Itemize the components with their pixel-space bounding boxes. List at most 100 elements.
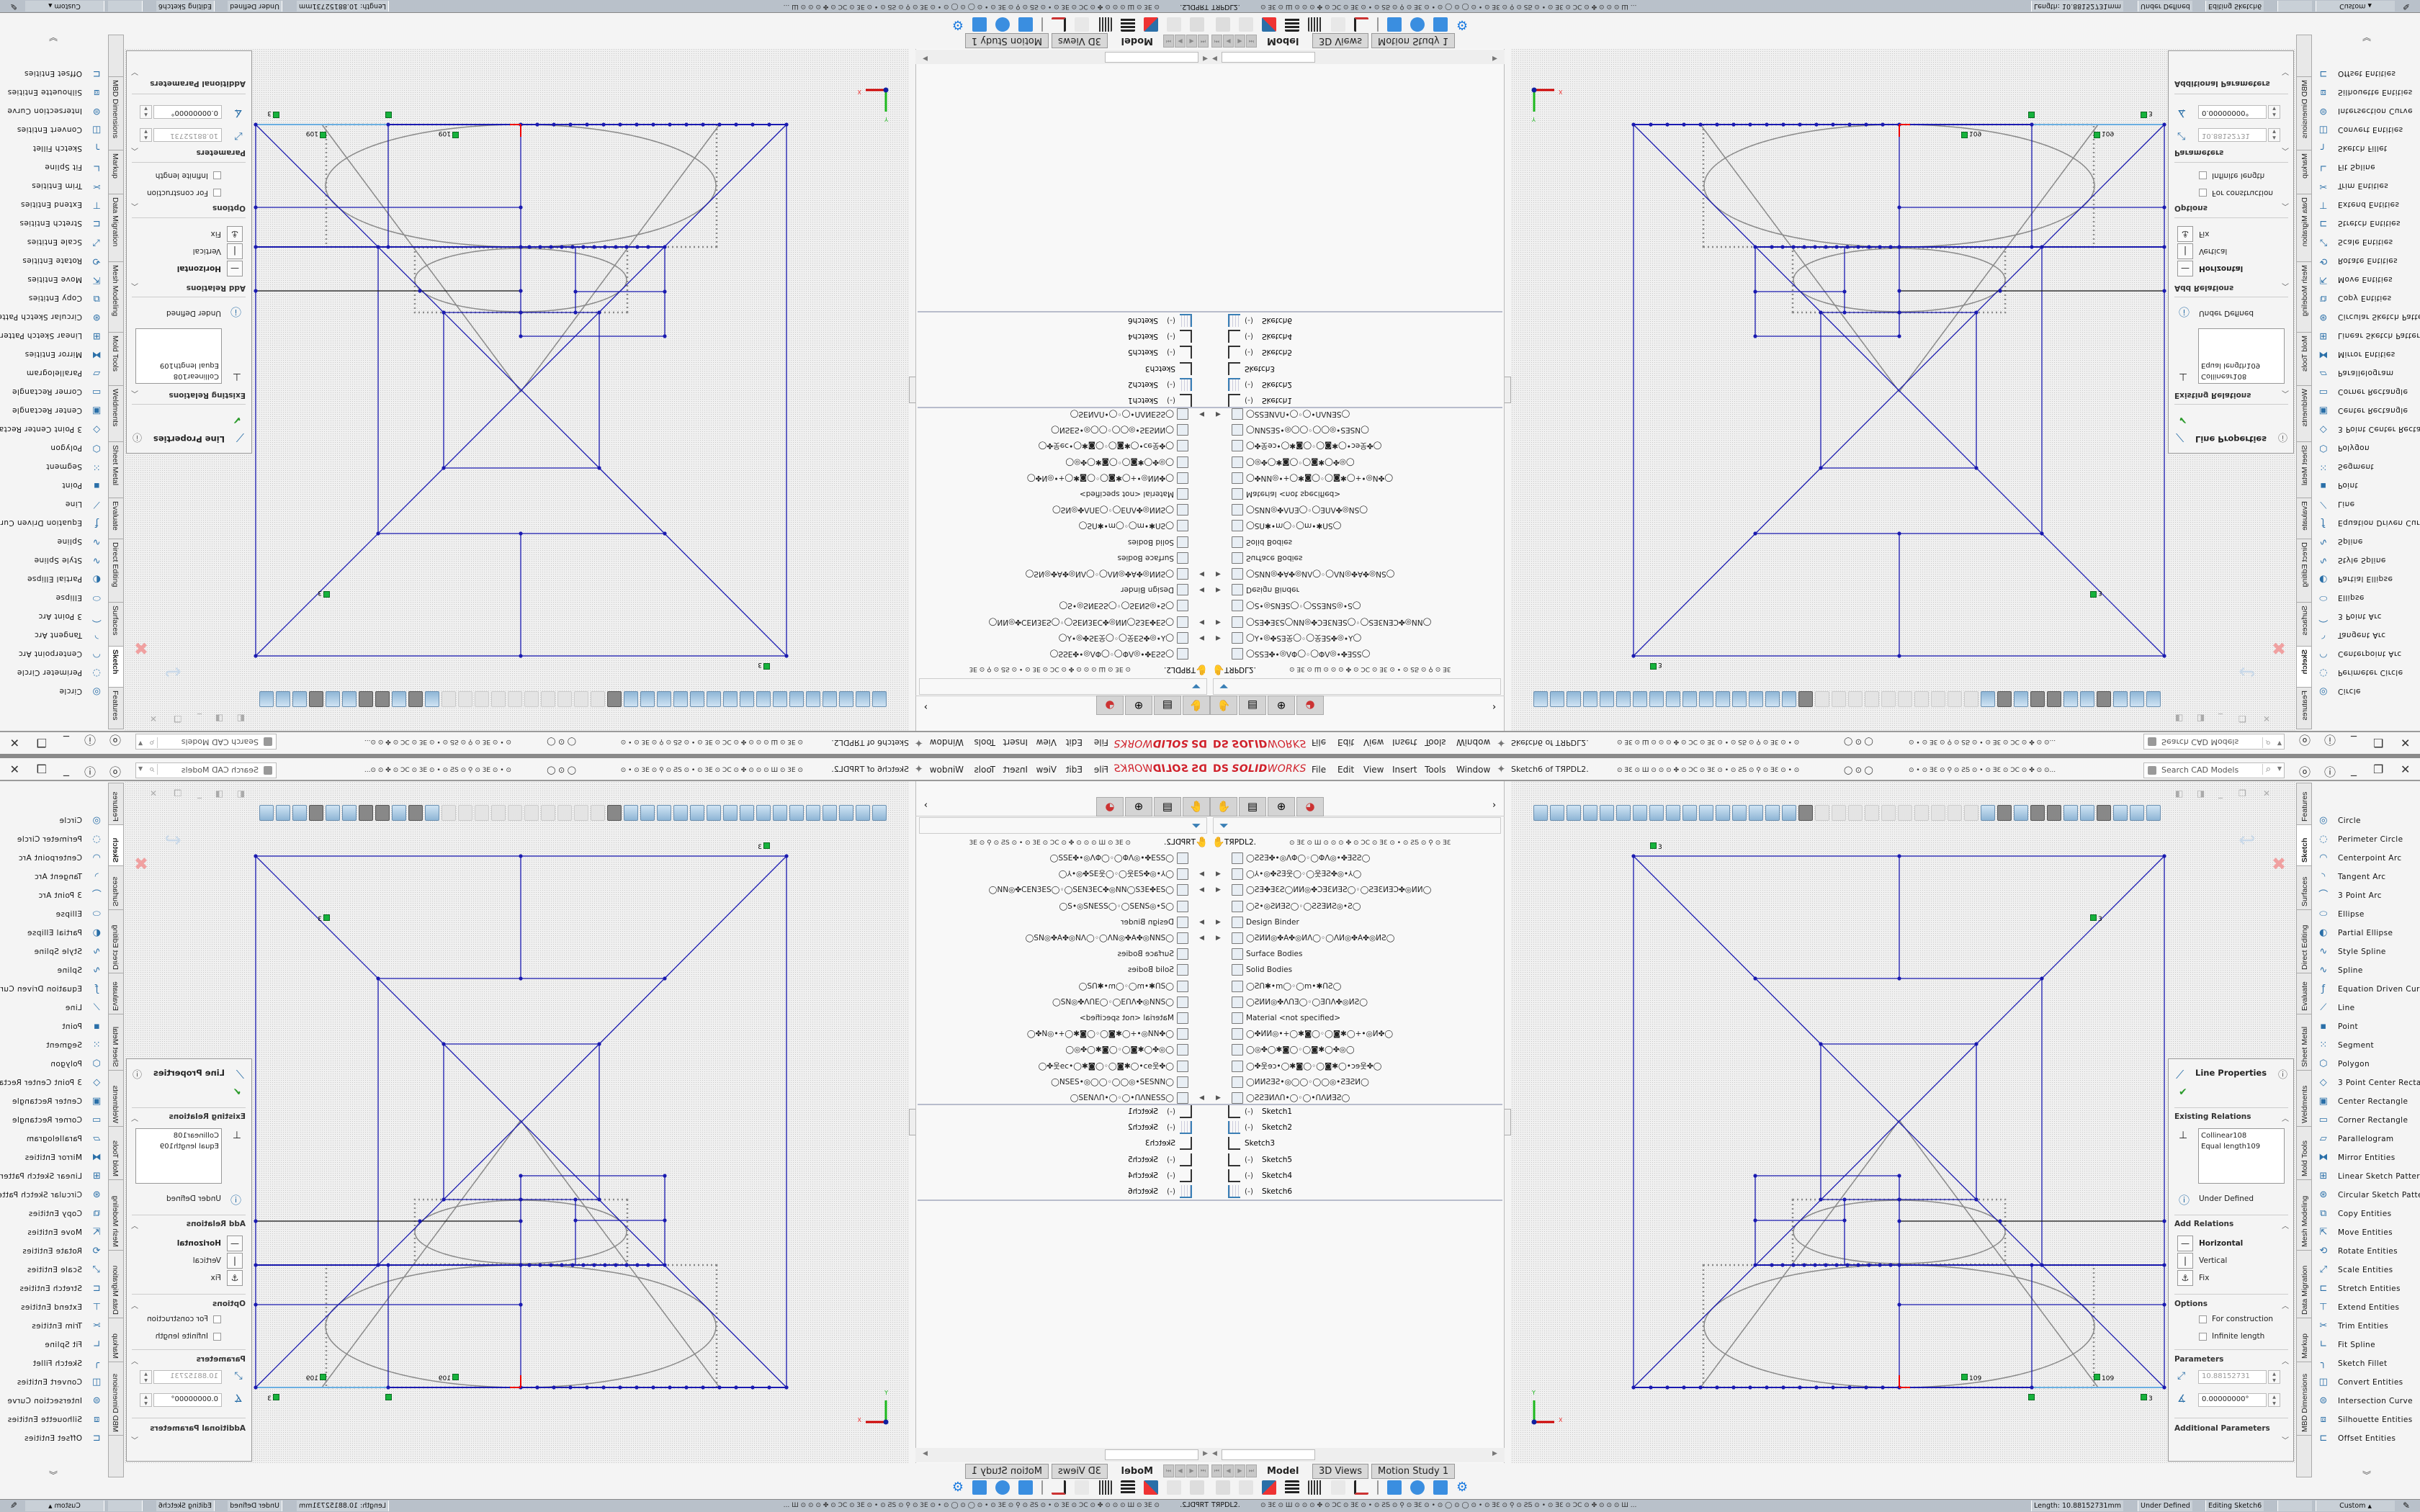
tab-mesh-modeling[interactable]: Mesh Modeling: [2297, 1180, 2311, 1251]
tab-features[interactable]: Features: [109, 687, 123, 729]
apply-scene-icon[interactable]: [2113, 691, 2128, 707]
search-cad-models-input[interactable]: Search CAD Models ⌕ ▼: [2143, 734, 2285, 750]
folder-check-icon[interactable]: [972, 17, 987, 32]
relation-item[interactable]: Equal length109: [159, 1143, 219, 1151]
length-spinner[interactable]: ▲ ▼: [2268, 128, 2280, 142]
spline-icon[interactable]: [1914, 805, 1929, 821]
arc-icon[interactable]: [1898, 805, 1912, 821]
ok-check-icon[interactable]: ✔: [2179, 414, 2187, 426]
filter-bar[interactable]: ⏷: [919, 678, 1207, 695]
tree-scrollbar[interactable]: ◀ ▶: [915, 1448, 1210, 1462]
convert-icon[interactable]: [458, 805, 472, 821]
horizontal-label[interactable]: Horizontal: [2199, 1239, 2244, 1248]
expand-arrow-icon[interactable]: ▶: [1199, 935, 1204, 942]
existing-relations-list[interactable]: Collinear108 Equal length109: [2198, 1128, 2285, 1184]
configuration-manager-tab[interactable]: ⊕: [1125, 696, 1152, 715]
color-display-mode-icon[interactable]: [1354, 17, 1368, 32]
viewport-close-icon[interactable]: ✕: [149, 714, 157, 724]
tab-evaluate[interactable]: Evaluate: [2297, 498, 2311, 539]
sketch-shaded-icon[interactable]: [1798, 691, 1813, 707]
expand-arrow-icon[interactable]: ▶: [1199, 886, 1204, 894]
expand-arrow-icon[interactable]: ▶: [1199, 410, 1204, 418]
line-icon[interactable]: [524, 691, 539, 707]
relation-badge-icon[interactable]: [2090, 914, 2097, 921]
view-origins-icon[interactable]: [2080, 805, 2094, 821]
horizontal-relation-button[interactable]: —: [227, 261, 243, 276]
view-origins-icon[interactable]: [326, 805, 340, 821]
plane-view-icon[interactable]: [591, 805, 605, 821]
mirror-icon[interactable]: [1981, 805, 1995, 821]
tab-weldments[interactable]: Weldments: [2297, 1071, 2311, 1127]
right-view-icon[interactable]: [823, 805, 837, 821]
add-relations-header[interactable]: Add Relations: [186, 284, 246, 292]
filter-bar[interactable]: ⏷: [919, 817, 1207, 834]
length-spinner[interactable]: ▲ ▼: [140, 128, 152, 142]
tab-sketch[interactable]: Sketch: [109, 825, 123, 866]
length-field[interactable]: 10.88152731: [153, 128, 222, 142]
fix-relation-button[interactable]: ⚓: [227, 1270, 243, 1286]
normal-to-icon[interactable]: [707, 805, 721, 821]
relation-item[interactable]: Collinear108: [173, 1132, 219, 1140]
for-construction-checkbox[interactable]: [2199, 1315, 2207, 1323]
horizontal-label[interactable]: Horizontal: [176, 264, 221, 273]
expand-arrow-icon[interactable]: ▶: [1199, 618, 1204, 626]
infinite-length-label[interactable]: Infinite length: [155, 171, 208, 180]
tree-scrollbar[interactable]: ◀ ▶: [1210, 1448, 1505, 1462]
configuration-manager-tab[interactable]: ⊕: [1268, 797, 1295, 816]
fix-relation-button[interactable]: ⚓: [227, 226, 243, 242]
chevron-right-icon[interactable]: ›: [1492, 701, 1497, 712]
back-view-icon[interactable]: [1616, 691, 1631, 707]
scroll-thumb[interactable]: [1222, 1449, 1315, 1460]
view-annotations-icon[interactable]: [375, 691, 390, 707]
sketch-shaded-icon[interactable]: [607, 691, 622, 707]
part-name[interactable]: TЯPDL2.: [1224, 838, 1256, 847]
tab-direct-editing[interactable]: Direct Editing: [2297, 910, 2311, 973]
spline-icon[interactable]: [1914, 691, 1929, 707]
settings-gear-icon[interactable]: ⚙: [951, 1480, 964, 1495]
right-view-icon[interactable]: [1583, 805, 1597, 821]
view-points-icon[interactable]: [2047, 691, 2061, 707]
help-icon[interactable]: ⓘ: [132, 1070, 142, 1081]
ok-check-icon[interactable]: ✔: [2179, 1086, 2187, 1098]
convert-icon[interactable]: [458, 691, 472, 707]
expand-arrow-icon[interactable]: ▶: [1199, 1094, 1204, 1102]
check-sketch-icon[interactable]: [1387, 1480, 1402, 1495]
view-sketch-relations-icon[interactable]: [408, 805, 423, 821]
relation-icon[interactable]: [541, 691, 555, 707]
tile-right-icon[interactable]: ◨: [2197, 714, 2205, 724]
menu-window[interactable]: Window: [929, 737, 964, 747]
vertical-label[interactable]: Vertical: [2199, 1256, 2228, 1265]
hide-all-icon[interactable]: [2097, 691, 2111, 707]
convert-icon[interactable]: [1948, 691, 1962, 707]
tab-data-migration[interactable]: Data Migration: [109, 1251, 123, 1318]
chevron-down-icon[interactable]: ▼: [2277, 740, 2282, 747]
chevron-up-icon[interactable]: ︿: [2282, 1115, 2289, 1123]
angle-spinner[interactable]: ▲ ▼: [2268, 1393, 2280, 1407]
tab-evaluate[interactable]: Evaluate: [109, 973, 123, 1014]
equal-relation-icon[interactable]: [452, 132, 459, 138]
chevron-up-icon[interactable]: ︿: [2282, 1223, 2289, 1230]
trim-icon[interactable]: [1931, 691, 1945, 707]
scroll-thumb[interactable]: [1105, 52, 1198, 63]
convert-icon[interactable]: [1948, 805, 1962, 821]
hide-all-icon[interactable]: [2097, 805, 2111, 821]
fix-label[interactable]: Fix: [210, 230, 221, 238]
line-icon[interactable]: [1881, 805, 1896, 821]
tile-left-icon[interactable]: ◧: [236, 714, 245, 724]
line-style-icon[interactable]: [1308, 1480, 1322, 1495]
chevron-up-icon[interactable]: ︿: [2282, 1302, 2289, 1310]
tab-model[interactable]: Model: [1260, 1464, 1306, 1479]
view-sketch-relations-icon[interactable]: [1997, 691, 2012, 707]
isometric-view-icon[interactable]: [1649, 805, 1664, 821]
realview-icon[interactable]: [2130, 805, 2144, 821]
zebra-icon[interactable]: [1782, 805, 1796, 821]
dimension-icon[interactable]: [1832, 691, 1846, 707]
vertical-label[interactable]: Vertical: [2199, 247, 2228, 256]
cancel-corner-icon[interactable]: ✖: [133, 854, 148, 874]
apply-scene-icon[interactable]: [292, 805, 307, 821]
units-selector[interactable]: Custom ▲: [25, 1, 104, 12]
restore-icon[interactable]: ❐: [2373, 736, 2384, 750]
dimetric-view-icon[interactable]: [1682, 805, 1697, 821]
tile-left-icon[interactable]: ◧: [2175, 714, 2184, 724]
trim-icon[interactable]: [475, 805, 489, 821]
